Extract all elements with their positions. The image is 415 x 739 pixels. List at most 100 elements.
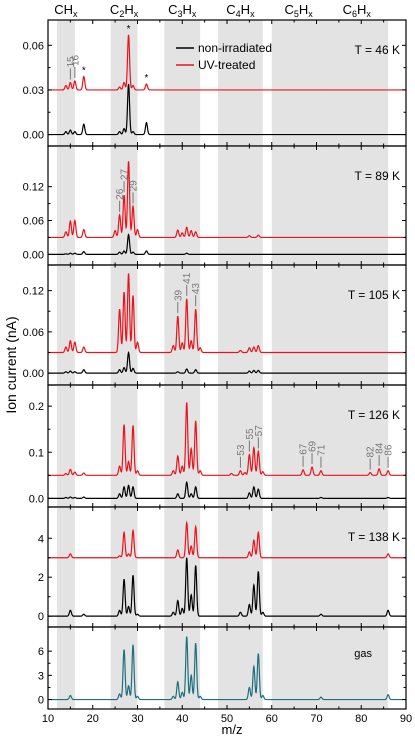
- group-band: [325, 265, 389, 385]
- y-tick-label: 0: [38, 611, 44, 623]
- peak-annotation-label: 27: [120, 169, 131, 181]
- peak-marker: *: [127, 24, 131, 35]
- series-line-non-irradiated: [48, 351, 406, 374]
- legend: non-irradiated UV-treated: [176, 41, 272, 72]
- series-line-uv-treated: [48, 402, 406, 476]
- spectrum-lines: [48, 520, 406, 617]
- group-label: C4Hx: [226, 2, 255, 19]
- temperature-label: T = 126 K: [348, 408, 400, 422]
- y-tick-label: 0.00: [23, 249, 44, 261]
- series-line-uv-treated: [48, 273, 406, 354]
- group-band: [271, 507, 326, 627]
- legend-label-uv-treated: UV-treated: [198, 58, 255, 72]
- y-tick-label: 0.00: [23, 368, 44, 380]
- series-line-gas: [48, 636, 406, 701]
- group-band: [218, 20, 263, 146]
- group-band: [56, 385, 75, 507]
- group-band: [110, 627, 138, 709]
- group-band: [325, 627, 389, 709]
- series-line-uv-treated: [48, 34, 406, 91]
- temperature-label: T = 46 K: [355, 43, 400, 57]
- group-band: [271, 265, 326, 385]
- group-band: [325, 507, 389, 627]
- group-band: [218, 265, 263, 385]
- peak-marker: *: [82, 66, 86, 77]
- peak-annotation-label: 69: [308, 440, 319, 452]
- peak-annotation-label: 53: [236, 444, 247, 456]
- y-tick-label: 0.12: [23, 286, 44, 298]
- y-axis-label: Ion current (nA): [3, 316, 19, 413]
- group-band: [325, 20, 389, 146]
- group-band: [110, 265, 138, 385]
- group-band: [110, 146, 138, 265]
- y-tick-label: 2: [38, 572, 44, 584]
- spectrum-panel: 0 2 4 T = 138 K: [38, 506, 407, 628]
- x-tick-label: 70: [310, 713, 322, 725]
- y-tick-label: 0.1: [29, 447, 44, 459]
- group-label: C2Hx: [110, 2, 139, 19]
- peak-annotation-label: 82: [366, 446, 377, 458]
- temperature-label: gas: [354, 648, 372, 660]
- spectra-panels: 0.000.030.06 T = 46 K1516***non-irradiate…: [23, 19, 407, 710]
- y-tick-label: 0.03: [23, 85, 44, 97]
- series-line-non-irradiated: [48, 481, 406, 499]
- group-band: [325, 385, 389, 507]
- x-tick-label: 40: [176, 713, 188, 725]
- group-label: C6Hx: [343, 2, 372, 19]
- group-band: [271, 627, 326, 709]
- y-tick-label: 0.00: [23, 130, 44, 142]
- panel-frame: [47, 626, 407, 710]
- y-tick-label: 4: [38, 533, 44, 545]
- x-tick-label: 10: [42, 713, 54, 725]
- group-band: [56, 20, 75, 146]
- y-tick-label: 0: [38, 695, 44, 707]
- series-line-non-irradiated: [48, 233, 406, 255]
- series-line-uv-treated: [48, 161, 406, 239]
- y-tick-label: 0.0: [29, 493, 44, 505]
- spectrum-panel: 0 3 6 gas: [38, 626, 407, 710]
- y-tick-label: 0.06: [23, 40, 44, 52]
- spectrum-lines: [48, 273, 406, 374]
- hydrocarbon-group-labels: CHx C2Hx C3Hx C4Hx C5Hx C6Hx: [54, 2, 371, 19]
- series-line-non-irradiated: [48, 557, 406, 617]
- x-tick-label: 80: [355, 713, 367, 725]
- group-band: [110, 507, 138, 627]
- x-axis-label: m/z: [222, 722, 243, 737]
- x-tick-label: 30: [131, 713, 143, 725]
- group-band: [271, 385, 326, 507]
- y-tick-label: 0.06: [23, 327, 44, 339]
- legend-label-non-irradiated: non-irradiated: [198, 41, 272, 55]
- y-tick-label: 0.12: [23, 182, 44, 194]
- spectrum-lines: [48, 402, 406, 499]
- group-band: [56, 627, 75, 709]
- peak-annotation-label: 41: [182, 272, 193, 284]
- y-tick-label: 3: [38, 670, 44, 682]
- group-band: [56, 265, 75, 385]
- y-tick-label: 0.06: [23, 216, 44, 228]
- group-band: [218, 146, 263, 265]
- group-band: [325, 146, 389, 265]
- y-tick-label: 0.2: [29, 401, 44, 413]
- series-line-uv-treated: [48, 520, 406, 559]
- group-band: [164, 20, 201, 146]
- x-tick-label: 20: [87, 713, 99, 725]
- spectrum-lines: [48, 34, 406, 136]
- group-band: [164, 146, 201, 265]
- peak-annotation-label: 15: [66, 56, 77, 68]
- peak-annotation-label: 84: [375, 442, 386, 454]
- temperature-label: T = 105 K: [348, 288, 400, 302]
- group-band: [218, 627, 263, 709]
- x-tick-label: 60: [266, 713, 278, 725]
- temperature-label: T = 89 K: [355, 169, 400, 183]
- series-line-non-irradiated: [48, 83, 406, 136]
- temperature-label: T = 138 K: [348, 530, 400, 544]
- shared-x-axis: 10 20 30 40 50 60 70 80 90: [42, 713, 412, 725]
- peak-annotation-label: 26: [115, 188, 126, 200]
- group-band: [271, 20, 326, 146]
- group-band: [271, 146, 326, 265]
- group-band: [56, 146, 75, 265]
- peak-annotation-label: 55: [245, 428, 256, 440]
